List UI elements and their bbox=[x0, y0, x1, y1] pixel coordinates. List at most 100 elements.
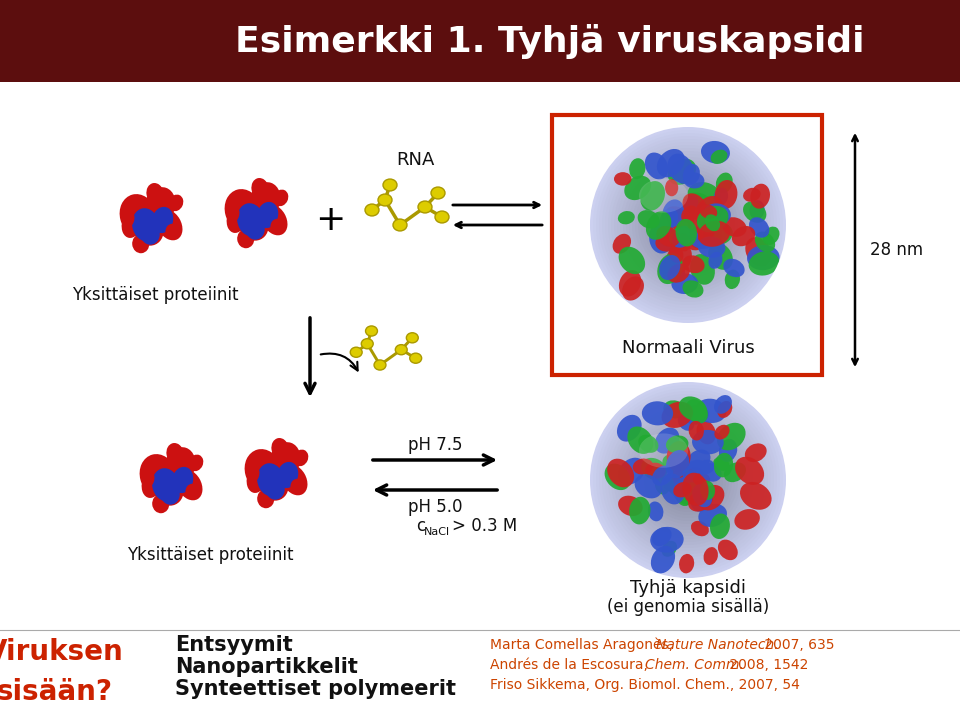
Ellipse shape bbox=[762, 226, 780, 245]
Ellipse shape bbox=[669, 227, 689, 246]
Ellipse shape bbox=[661, 540, 677, 557]
Ellipse shape bbox=[743, 201, 766, 223]
Ellipse shape bbox=[662, 455, 677, 473]
Text: > 0.3 M: > 0.3 M bbox=[452, 517, 517, 535]
Ellipse shape bbox=[294, 450, 308, 466]
Ellipse shape bbox=[607, 458, 635, 488]
Ellipse shape bbox=[701, 141, 730, 164]
Ellipse shape bbox=[687, 230, 708, 249]
Ellipse shape bbox=[673, 461, 687, 479]
Circle shape bbox=[665, 457, 711, 503]
Ellipse shape bbox=[688, 489, 712, 511]
Ellipse shape bbox=[683, 281, 704, 298]
Ellipse shape bbox=[245, 449, 281, 491]
Ellipse shape bbox=[724, 463, 746, 482]
Ellipse shape bbox=[248, 467, 259, 483]
Circle shape bbox=[611, 403, 765, 557]
Ellipse shape bbox=[704, 203, 731, 225]
Circle shape bbox=[641, 178, 735, 272]
Ellipse shape bbox=[666, 441, 690, 472]
Circle shape bbox=[623, 160, 753, 290]
Ellipse shape bbox=[365, 204, 379, 216]
Ellipse shape bbox=[619, 270, 641, 296]
Ellipse shape bbox=[682, 466, 702, 481]
Ellipse shape bbox=[252, 178, 269, 198]
Circle shape bbox=[686, 223, 690, 227]
Circle shape bbox=[635, 172, 741, 278]
Circle shape bbox=[671, 208, 705, 242]
Ellipse shape bbox=[410, 353, 421, 363]
Ellipse shape bbox=[698, 504, 727, 527]
Text: 2007, 635: 2007, 635 bbox=[760, 638, 834, 652]
Ellipse shape bbox=[690, 483, 713, 512]
Ellipse shape bbox=[142, 472, 155, 488]
Ellipse shape bbox=[649, 220, 675, 253]
Ellipse shape bbox=[676, 226, 690, 242]
Ellipse shape bbox=[228, 207, 239, 223]
Ellipse shape bbox=[671, 273, 698, 294]
Ellipse shape bbox=[639, 178, 688, 213]
Ellipse shape bbox=[618, 247, 645, 274]
Ellipse shape bbox=[683, 164, 700, 185]
Circle shape bbox=[662, 454, 714, 506]
Ellipse shape bbox=[188, 455, 204, 471]
Text: (ei genomia sisällä): (ei genomia sisällä) bbox=[607, 598, 769, 616]
Ellipse shape bbox=[141, 223, 159, 245]
Ellipse shape bbox=[676, 488, 691, 506]
Ellipse shape bbox=[697, 206, 729, 232]
Ellipse shape bbox=[269, 442, 300, 479]
Ellipse shape bbox=[749, 217, 769, 238]
Ellipse shape bbox=[142, 471, 161, 498]
Circle shape bbox=[671, 463, 705, 497]
Circle shape bbox=[665, 202, 711, 248]
Ellipse shape bbox=[435, 211, 449, 223]
Circle shape bbox=[614, 151, 762, 299]
Text: Yksittäiset proteiinit: Yksittäiset proteiinit bbox=[72, 286, 238, 304]
Ellipse shape bbox=[743, 188, 760, 202]
Circle shape bbox=[638, 175, 738, 275]
Ellipse shape bbox=[698, 236, 726, 258]
Text: pH 5.0: pH 5.0 bbox=[408, 498, 463, 516]
Circle shape bbox=[593, 130, 783, 320]
Ellipse shape bbox=[661, 402, 693, 428]
Text: +: + bbox=[315, 203, 346, 237]
Ellipse shape bbox=[673, 482, 692, 498]
Ellipse shape bbox=[688, 213, 715, 241]
Ellipse shape bbox=[677, 471, 700, 500]
Ellipse shape bbox=[132, 234, 150, 253]
Ellipse shape bbox=[666, 243, 692, 274]
Circle shape bbox=[659, 451, 717, 509]
Circle shape bbox=[653, 445, 723, 515]
Ellipse shape bbox=[146, 183, 163, 203]
Ellipse shape bbox=[717, 401, 732, 418]
Ellipse shape bbox=[266, 479, 285, 500]
Ellipse shape bbox=[281, 464, 307, 496]
Ellipse shape bbox=[274, 190, 288, 206]
Ellipse shape bbox=[672, 468, 688, 487]
Ellipse shape bbox=[641, 458, 667, 481]
Ellipse shape bbox=[714, 395, 732, 414]
Ellipse shape bbox=[687, 450, 710, 470]
Ellipse shape bbox=[677, 233, 690, 251]
Ellipse shape bbox=[605, 463, 631, 490]
Ellipse shape bbox=[685, 399, 708, 423]
Ellipse shape bbox=[751, 183, 770, 208]
Ellipse shape bbox=[700, 481, 715, 500]
Ellipse shape bbox=[708, 243, 732, 270]
Ellipse shape bbox=[160, 484, 180, 505]
Ellipse shape bbox=[704, 222, 732, 245]
Ellipse shape bbox=[165, 223, 179, 239]
Circle shape bbox=[680, 472, 696, 488]
Ellipse shape bbox=[660, 255, 681, 280]
Ellipse shape bbox=[666, 455, 682, 473]
Ellipse shape bbox=[704, 547, 718, 565]
Ellipse shape bbox=[176, 469, 203, 501]
Ellipse shape bbox=[663, 471, 691, 493]
Circle shape bbox=[614, 406, 762, 554]
Ellipse shape bbox=[656, 233, 680, 251]
Ellipse shape bbox=[688, 421, 704, 441]
Text: Friso Sikkema, Org. Biomol. Chem., 2007, 54: Friso Sikkema, Org. Biomol. Chem., 2007,… bbox=[490, 678, 800, 692]
Circle shape bbox=[599, 391, 777, 569]
Ellipse shape bbox=[699, 463, 722, 482]
Circle shape bbox=[674, 211, 702, 239]
